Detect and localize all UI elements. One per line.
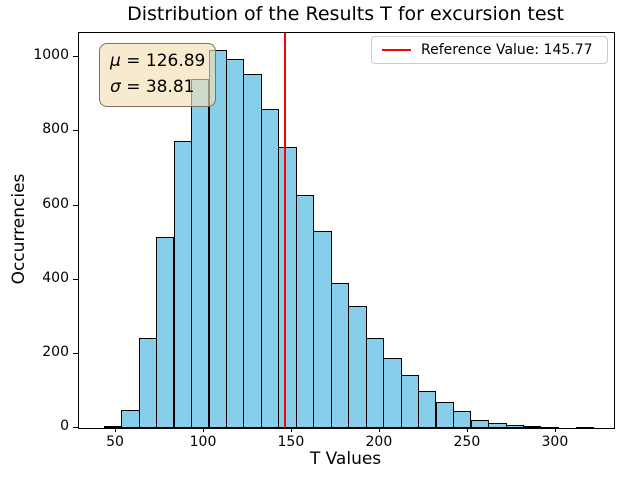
y-tick-label: 200 <box>42 343 69 360</box>
y-tick-label: 800 <box>42 121 69 138</box>
histogram-bar <box>435 402 455 428</box>
histogram-bar <box>383 357 402 428</box>
histogram-bar <box>453 411 472 428</box>
x-tick-mark <box>378 428 381 432</box>
histogram-bar <box>470 419 489 428</box>
x-tick-label: 100 <box>189 434 217 450</box>
histogram-bar <box>138 338 158 428</box>
x-tick-mark <box>290 428 293 432</box>
histogram-bar <box>278 147 297 428</box>
x-tick-mark <box>203 428 205 432</box>
mu-value: = 126.89 <box>126 51 206 71</box>
x-tick-mark <box>115 428 117 432</box>
y-tick-mark <box>73 130 78 132</box>
histogram-bar <box>121 410 140 428</box>
histogram-bar <box>540 426 559 429</box>
y-tick-mark <box>73 56 78 58</box>
x-tick-mark <box>554 428 557 432</box>
x-tick-label: 50 <box>106 434 124 450</box>
x-tick-label: 250 <box>453 434 481 450</box>
histogram-bar <box>243 74 262 428</box>
legend: Reference Value: 145.77 <box>371 36 608 64</box>
legend-label: Reference Value: 145.77 <box>421 42 593 58</box>
histogram-bar <box>330 283 350 428</box>
histogram-bar <box>225 58 245 428</box>
histogram-bar <box>523 426 542 429</box>
histogram-bar <box>575 427 594 430</box>
histogram-bar <box>103 426 122 429</box>
histogram-bar <box>190 79 210 428</box>
histogram-bar <box>295 195 315 428</box>
stats-line-sigma: σ = 38.81 <box>110 74 205 100</box>
histogram-bar <box>505 425 524 428</box>
histogram-bar <box>313 231 332 428</box>
chart-title: Distribution of the Results T for excurs… <box>127 3 564 25</box>
histogram-bar <box>156 237 175 428</box>
x-tick-label: 300 <box>541 434 569 450</box>
sigma-value: = 38.81 <box>126 77 195 97</box>
y-axis-label: Occurrencies <box>9 173 29 285</box>
stats-line-mu: μ = 126.89 <box>110 48 205 74</box>
histogram-bar <box>418 390 437 428</box>
x-axis-label: T Values <box>309 449 382 469</box>
histogram-bar <box>208 50 227 428</box>
histogram-bar <box>365 337 385 428</box>
y-tick-label: 0 <box>60 418 69 434</box>
stats-annotation-box: μ = 126.89 σ = 38.81 <box>99 43 217 107</box>
y-tick-label: 600 <box>42 195 69 212</box>
x-tick-label: 150 <box>277 434 305 450</box>
histogram-bar <box>348 306 367 428</box>
y-tick-label: 1000 <box>33 47 69 64</box>
histogram-bar <box>261 109 280 428</box>
x-tick-label: 200 <box>365 434 393 450</box>
histogram-bar <box>400 375 420 428</box>
sigma-symbol: σ <box>110 77 121 97</box>
histogram-bar <box>173 140 192 428</box>
plot-area: μ = 126.89 σ = 38.81 Reference Value: 14… <box>78 32 615 430</box>
legend-line-sample <box>382 49 411 51</box>
x-tick-mark <box>466 428 469 432</box>
y-tick-mark <box>73 204 78 206</box>
y-tick-label: 400 <box>42 269 69 286</box>
y-tick-mark <box>73 427 78 429</box>
histogram-bar <box>488 422 507 428</box>
y-tick-mark <box>73 278 78 280</box>
mu-symbol: μ <box>110 51 121 71</box>
reference-line <box>283 33 286 428</box>
y-tick-mark <box>73 352 78 354</box>
